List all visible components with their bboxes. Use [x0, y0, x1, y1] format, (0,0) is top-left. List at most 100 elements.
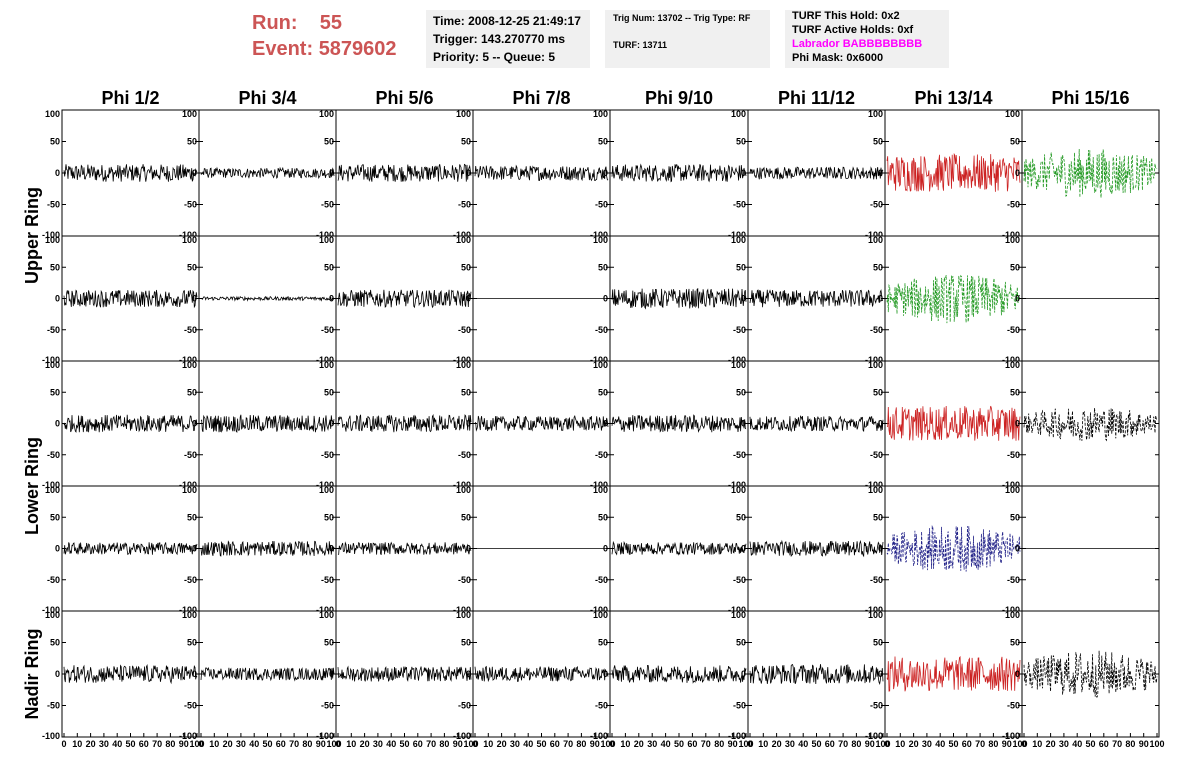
y-tick-label: -100 [590, 230, 608, 240]
x-tick-label: 30 [373, 739, 383, 749]
column-title: Phi 7/8 [512, 88, 570, 108]
y-tick-label: 50 [324, 512, 334, 522]
y-tick-label: -50 [458, 325, 471, 335]
y-tick-label: -50 [458, 701, 471, 711]
x-tick-label: 20 [360, 739, 370, 749]
x-tick-label: 40 [661, 739, 671, 749]
y-tick-label: 100 [593, 235, 608, 245]
y-tick-label: 50 [50, 262, 60, 272]
waveform-trace [749, 289, 884, 308]
waveform-trace [63, 664, 198, 685]
y-tick-label: 50 [1010, 387, 1020, 397]
y-tick-label: 50 [324, 137, 334, 147]
y-tick-label: 50 [1010, 638, 1020, 648]
y-tick-label: -100 [1002, 731, 1020, 741]
x-tick-label: 40 [249, 739, 259, 749]
y-tick-label: -100 [728, 230, 746, 240]
y-tick-label: 0 [192, 669, 197, 679]
y-tick-label: 50 [461, 262, 471, 272]
y-tick-label: -50 [184, 450, 197, 460]
y-tick-label: -50 [870, 450, 883, 460]
y-tick-label: 100 [45, 610, 60, 620]
turf-this-hold: TURF This Hold: 0x2 [792, 10, 900, 22]
y-tick-label: 50 [187, 262, 197, 272]
waveform-trace [611, 163, 747, 183]
waveform-trace [337, 665, 472, 682]
waveform-trace [1023, 407, 1158, 442]
y-tick-label: -100 [865, 731, 883, 741]
x-tick-label: 100 [189, 739, 204, 749]
y-tick-label: 50 [736, 512, 746, 522]
y-tick-label: 0 [878, 669, 883, 679]
y-tick-label: -50 [458, 575, 471, 585]
x-tick-label: 100 [326, 739, 341, 749]
y-tick-label: -50 [595, 325, 608, 335]
y-tick-label: 0 [603, 419, 608, 429]
y-tick-label: 100 [45, 485, 60, 495]
waveform-trace [886, 405, 1021, 441]
y-tick-label: -50 [1007, 200, 1020, 210]
waveform-trace [200, 295, 335, 302]
x-tick-label: 10 [209, 739, 219, 749]
y-tick-label: 0 [603, 544, 608, 554]
y-tick-label: -100 [179, 230, 197, 240]
y-tick-label: 100 [319, 109, 334, 119]
x-tick-label: 100 [738, 739, 753, 749]
y-tick-label: -100 [1002, 355, 1020, 365]
y-tick-label: 50 [736, 137, 746, 147]
turf-info-box: TURF This Hold: 0x2 TURF Active Holds: 0… [785, 10, 949, 68]
y-tick-label: -100 [728, 355, 746, 365]
y-tick-label: 0 [466, 544, 471, 554]
x-tick-label: 90 [728, 739, 738, 749]
priority-text: Priority: 5 -- Queue: 5 [433, 50, 556, 64]
y-tick-label: 0 [192, 544, 197, 554]
x-tick-label: 70 [289, 739, 299, 749]
event-line: Event: 5879602 [252, 36, 422, 62]
y-tick-label: 50 [50, 137, 60, 147]
y-tick-label: 100 [319, 360, 334, 370]
x-tick-label: 50 [399, 739, 409, 749]
x-tick-label: 0 [198, 739, 203, 749]
y-tick-label: -50 [321, 200, 334, 210]
y-tick-label: 50 [324, 638, 334, 648]
column-title: Phi 9/10 [645, 88, 713, 108]
y-tick-label: 50 [324, 262, 334, 272]
panel-frame [1021, 610, 1160, 738]
y-tick-label: -50 [184, 701, 197, 711]
run-line: Run: 55 [252, 10, 422, 36]
x-tick-label: 30 [647, 739, 657, 749]
x-tick-label: 60 [687, 739, 697, 749]
y-tick-label: -100 [865, 355, 883, 365]
y-tick-label: -50 [47, 575, 60, 585]
y-tick-label: -100 [179, 480, 197, 490]
y-tick-label: -100 [42, 605, 60, 615]
waveform-trace [474, 665, 609, 683]
x-tick-label: 70 [563, 739, 573, 749]
x-tick-label: 20 [909, 739, 919, 749]
y-tick-label: -100 [316, 605, 334, 615]
x-tick-label: 80 [302, 739, 312, 749]
x-tick-label: 90 [1139, 739, 1149, 749]
y-tick-label: -100 [590, 355, 608, 365]
y-tick-label: -100 [590, 731, 608, 741]
x-tick-label: 20 [223, 739, 233, 749]
y-tick-label: -50 [184, 325, 197, 335]
y-tick-label: 0 [329, 294, 334, 304]
y-tick-label: -100 [42, 355, 60, 365]
x-tick-label: 40 [523, 739, 533, 749]
y-tick-label: 100 [1005, 360, 1020, 370]
y-tick-label: 50 [873, 512, 883, 522]
x-tick-label: 100 [600, 739, 615, 749]
x-tick-label: 100 [875, 739, 890, 749]
y-tick-label: 0 [1015, 294, 1020, 304]
run-label: Run: [252, 12, 298, 34]
y-tick-label: 100 [868, 610, 883, 620]
x-tick-label: 70 [426, 739, 436, 749]
y-tick-label: 0 [741, 544, 746, 554]
y-tick-label: 0 [603, 294, 608, 304]
panel-frame [747, 360, 886, 487]
y-tick-label: -100 [453, 605, 471, 615]
y-tick-label: 0 [466, 669, 471, 679]
y-tick-label: -100 [316, 355, 334, 365]
waveform-trace [200, 414, 335, 434]
